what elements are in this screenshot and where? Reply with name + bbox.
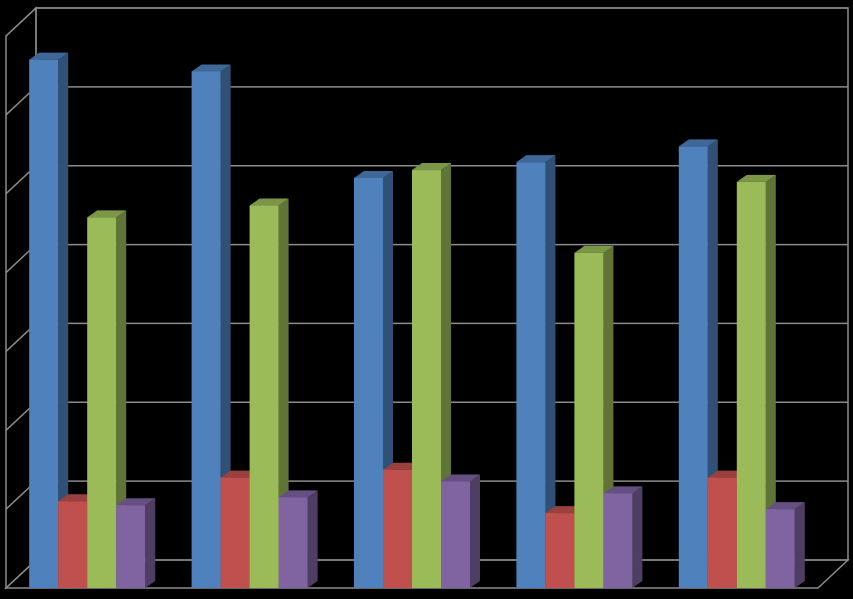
bar: [249, 205, 279, 589]
bar-series-1-cat-4: [516, 155, 556, 588]
bar-side: [307, 490, 318, 588]
bar: [516, 162, 546, 588]
bar-top: [249, 198, 289, 206]
bar-side: [116, 210, 127, 588]
bar-side: [145, 498, 156, 588]
bar-side: [220, 64, 231, 588]
bar-top: [191, 64, 231, 72]
bar: [412, 170, 441, 589]
bar-series-3-cat-5: [736, 174, 776, 588]
bar-side: [632, 486, 643, 588]
bar-top: [765, 502, 805, 510]
bar: [441, 481, 470, 588]
bar: [603, 493, 633, 588]
bar-top: [354, 170, 393, 178]
bar-side: [470, 474, 480, 588]
bar-top: [87, 210, 127, 218]
bar-series-1-cat-1: [29, 52, 69, 588]
bar: [383, 469, 412, 588]
bar-side: [278, 198, 289, 589]
bar-series-3-cat-2: [249, 198, 289, 589]
bar-series-4-cat-4: [603, 486, 643, 588]
bar-top: [574, 245, 614, 253]
bar: [354, 177, 383, 588]
bar-side: [765, 174, 776, 588]
bar: [765, 509, 795, 588]
bar: [58, 501, 88, 588]
bar-side: [545, 155, 556, 588]
bar: [191, 71, 221, 588]
bar-top: [678, 139, 718, 147]
bar-top: [116, 498, 156, 506]
bar-series-4-cat-2: [278, 490, 318, 588]
gridline-side: [5, 7, 37, 37]
bar: [678, 146, 708, 588]
bar-series-4-cat-3: [441, 474, 480, 588]
bars: [29, 52, 805, 589]
bar-top: [412, 163, 451, 171]
bar: [736, 181, 766, 588]
bar-top: [278, 490, 318, 498]
bar: [87, 217, 117, 588]
bar: [29, 59, 59, 588]
bar-series-4-cat-5: [765, 502, 805, 588]
bar-top: [603, 486, 643, 494]
bar-top: [736, 174, 776, 182]
bar-top: [441, 474, 480, 482]
bar-series-1-cat-2: [191, 64, 231, 588]
bar: [707, 477, 737, 588]
bar-series-4-cat-1: [116, 498, 156, 588]
bar-series-3-cat-1: [87, 210, 127, 588]
bar-top: [516, 155, 556, 163]
bar-top: [29, 52, 69, 60]
bar: [574, 252, 604, 588]
bar: [220, 477, 250, 588]
bar: [278, 497, 308, 588]
bar: [116, 505, 146, 588]
bar: [545, 513, 575, 588]
bar-side: [58, 52, 69, 588]
bar-side: [794, 502, 805, 588]
